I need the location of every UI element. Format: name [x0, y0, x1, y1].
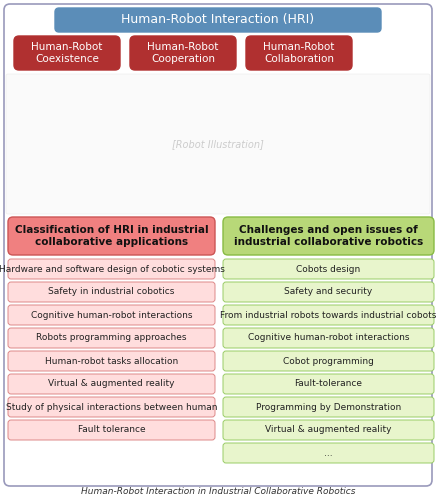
Text: Human-Robot
Collaboration: Human-Robot Collaboration — [263, 42, 335, 64]
FancyBboxPatch shape — [223, 305, 434, 325]
Text: Cobots design: Cobots design — [296, 264, 361, 274]
Text: Fault tolerance: Fault tolerance — [78, 426, 145, 434]
Text: Virtual & augmented reality: Virtual & augmented reality — [48, 380, 175, 388]
Text: ...: ... — [324, 448, 333, 458]
FancyBboxPatch shape — [246, 36, 352, 70]
Text: Virtual & augmented reality: Virtual & augmented reality — [265, 426, 392, 434]
FancyBboxPatch shape — [223, 282, 434, 302]
Text: Safety in industrial cobotics: Safety in industrial cobotics — [48, 288, 175, 296]
FancyBboxPatch shape — [223, 443, 434, 463]
Text: Human-Robot
Coexistence: Human-Robot Coexistence — [31, 42, 103, 64]
FancyBboxPatch shape — [223, 420, 434, 440]
Text: Classification of HRI in industrial
collaborative applications: Classification of HRI in industrial coll… — [15, 225, 208, 247]
FancyBboxPatch shape — [6, 74, 430, 214]
Text: Study of physical interactions between human: Study of physical interactions between h… — [6, 402, 217, 411]
FancyBboxPatch shape — [8, 351, 215, 371]
FancyBboxPatch shape — [223, 351, 434, 371]
Text: Robots programming approaches: Robots programming approaches — [36, 334, 187, 342]
FancyBboxPatch shape — [8, 305, 215, 325]
FancyBboxPatch shape — [14, 36, 120, 70]
Text: Human-Robot
Cooperation: Human-Robot Cooperation — [147, 42, 219, 64]
Text: Cognitive human-robot interactions: Cognitive human-robot interactions — [248, 334, 409, 342]
FancyBboxPatch shape — [8, 217, 215, 255]
Text: Cobot programming: Cobot programming — [283, 356, 374, 366]
Text: Challenges and open issues of
industrial collaborative robotics: Challenges and open issues of industrial… — [234, 225, 423, 247]
Text: Cognitive human-robot interactions: Cognitive human-robot interactions — [31, 310, 192, 320]
FancyBboxPatch shape — [223, 374, 434, 394]
Text: Safety and security: Safety and security — [284, 288, 373, 296]
FancyBboxPatch shape — [223, 328, 434, 348]
FancyBboxPatch shape — [55, 8, 381, 32]
Text: Fault-tolerance: Fault-tolerance — [294, 380, 362, 388]
FancyBboxPatch shape — [8, 374, 215, 394]
FancyBboxPatch shape — [8, 420, 215, 440]
FancyBboxPatch shape — [130, 36, 236, 70]
FancyBboxPatch shape — [4, 4, 432, 486]
FancyBboxPatch shape — [8, 397, 215, 417]
FancyBboxPatch shape — [223, 217, 434, 255]
Text: Human-Robot Interaction (HRI): Human-Robot Interaction (HRI) — [122, 14, 314, 26]
FancyBboxPatch shape — [223, 259, 434, 279]
FancyBboxPatch shape — [223, 397, 434, 417]
FancyBboxPatch shape — [8, 282, 215, 302]
Text: Programming by Demonstration: Programming by Demonstration — [256, 402, 401, 411]
Text: Human-robot tasks allocation: Human-robot tasks allocation — [45, 356, 178, 366]
Text: From industrial robots towards industrial cobots: From industrial robots towards industria… — [220, 310, 436, 320]
Text: Human-Robot Interaction in Industrial Collaborative Robotics: Human-Robot Interaction in Industrial Co… — [81, 488, 355, 496]
Text: [Robot Illustration]: [Robot Illustration] — [172, 139, 264, 149]
FancyBboxPatch shape — [8, 259, 215, 279]
FancyBboxPatch shape — [8, 328, 215, 348]
Text: Hardware and software design of cobotic systems: Hardware and software design of cobotic … — [0, 264, 225, 274]
